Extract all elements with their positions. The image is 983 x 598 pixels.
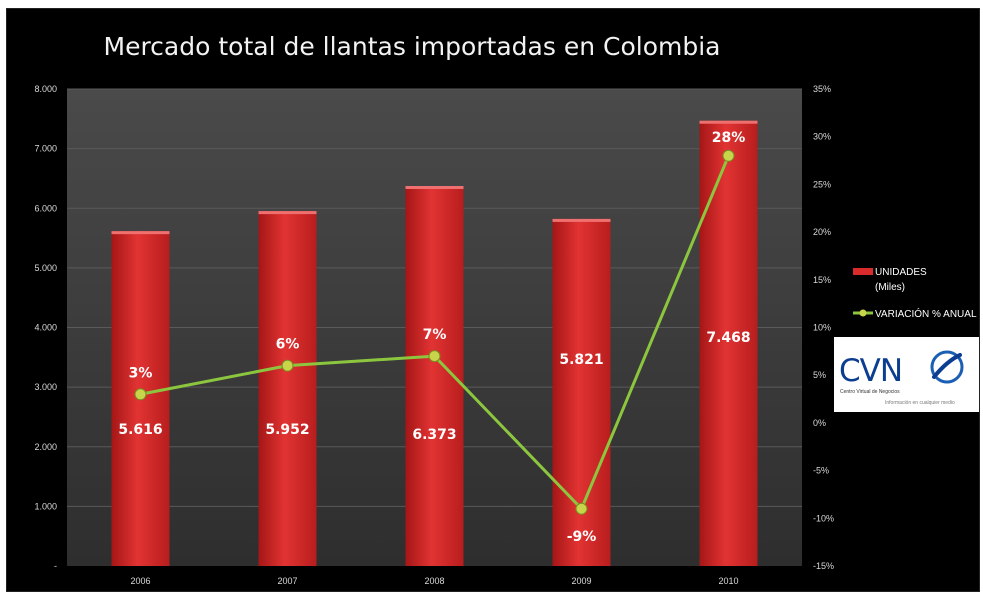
line-value-label: 28% bbox=[712, 130, 746, 146]
line-point bbox=[722, 149, 735, 162]
bar-top-highlight bbox=[405, 186, 464, 190]
bar bbox=[258, 211, 317, 566]
legend-label-variacion: VARIACIÓN % ANUAL bbox=[875, 307, 977, 320]
y-right-tick-label: 10% bbox=[813, 323, 831, 333]
bar-top-highlight bbox=[258, 211, 317, 215]
chart-container: Mercado total de llantas importadas en C… bbox=[6, 8, 980, 592]
line-series bbox=[134, 149, 735, 515]
legend-item-unidades: UNIDADES (Miles) bbox=[853, 267, 927, 293]
y-left-tick-label: - bbox=[54, 561, 57, 571]
x-tick-label: 2010 bbox=[718, 576, 738, 586]
bar-top-highlight bbox=[552, 218, 611, 222]
bar-top-highlight bbox=[111, 231, 170, 235]
bar-value-label: 5.952 bbox=[265, 422, 309, 438]
x-tick-label: 2009 bbox=[571, 576, 591, 586]
y-left-tick-label: 8.000 bbox=[34, 84, 57, 94]
y-right-tick-label: -15% bbox=[813, 561, 834, 571]
y-right-tick-label: 5% bbox=[813, 370, 826, 380]
x-tick-label: 2007 bbox=[277, 576, 297, 586]
cvn-logo: CVN Centro Virtual de Negocios Informaci… bbox=[834, 337, 979, 412]
y-right-tick-label: 30% bbox=[813, 132, 831, 142]
y-left-tick-label: 1.000 bbox=[34, 501, 57, 511]
y-right-tick-label: 25% bbox=[813, 179, 831, 189]
bar-value-label: 5.821 bbox=[559, 352, 603, 368]
right-axis: -15% -10% -5% 0% 5% 10% 15% 20% 25% 30% 35% bbox=[813, 84, 834, 571]
bar-value-label: 6.373 bbox=[412, 427, 456, 443]
y-left-tick-label: 2.000 bbox=[34, 442, 57, 452]
bar-top-highlight bbox=[699, 120, 758, 124]
x-tick-label: 2006 bbox=[130, 576, 150, 586]
line-point bbox=[575, 502, 588, 515]
legend-label-unidades-unit: (Miles) bbox=[875, 282, 905, 293]
logo-subtitle: Centro Virtual de Negocios bbox=[840, 389, 900, 395]
legend-label-unidades: UNIDADES bbox=[875, 267, 927, 278]
line-value-label: 3% bbox=[129, 365, 153, 381]
x-tick-label: 2008 bbox=[424, 576, 444, 586]
line-value-label: 6% bbox=[276, 337, 300, 353]
bar bbox=[699, 120, 758, 567]
left-axis: - 1.000 2.000 3.000 4.000 5.000 6.000 7.000 8.00… bbox=[34, 84, 57, 571]
y-left-tick-label: 3.000 bbox=[34, 382, 57, 392]
logo-wordmark: CVN bbox=[839, 353, 902, 389]
y-left-tick-label: 7.000 bbox=[34, 144, 57, 154]
data-labels: 5.616 5.952 6.373 5.821 7.468 3% 6% 7% -9% 28% bbox=[118, 130, 750, 545]
line-value-label: 7% bbox=[423, 327, 447, 343]
y-right-tick-label: -10% bbox=[813, 513, 834, 523]
y-right-tick-label: -5% bbox=[813, 466, 829, 476]
y-right-tick-label: 0% bbox=[813, 418, 826, 428]
bar-value-label: 7.468 bbox=[706, 330, 750, 346]
chart-svg: Mercado total de llantas importadas en C… bbox=[34, 32, 979, 586]
bar-value-label: 5.616 bbox=[118, 422, 162, 438]
y-right-tick-label: 20% bbox=[813, 227, 831, 237]
y-right-tick-label: 15% bbox=[813, 275, 831, 285]
logo-tagline: Información en cualquier medio bbox=[885, 400, 955, 406]
y-left-tick-label: 5.000 bbox=[34, 263, 57, 273]
chart-title: Mercado total de llantas importadas en C… bbox=[104, 32, 721, 61]
legend-swatch-unidades bbox=[853, 268, 873, 275]
globe-swoosh-icon bbox=[930, 350, 964, 384]
line-point bbox=[281, 359, 294, 372]
line-point bbox=[428, 350, 441, 363]
x-axis: 2006 2007 2008 2009 2010 bbox=[130, 576, 738, 586]
y-left-tick-label: 4.000 bbox=[34, 323, 57, 333]
legend-item-variacion: VARIACIÓN % ANUAL bbox=[853, 307, 977, 320]
y-right-tick-label: 35% bbox=[813, 84, 831, 94]
legend-marker-variacion bbox=[859, 309, 867, 317]
line-value-label: -9% bbox=[567, 529, 597, 545]
legend: UNIDADES (Miles) VARIACIÓN % ANUAL bbox=[853, 267, 977, 320]
line-point bbox=[134, 388, 147, 401]
y-left-tick-label: 6.000 bbox=[34, 203, 57, 213]
